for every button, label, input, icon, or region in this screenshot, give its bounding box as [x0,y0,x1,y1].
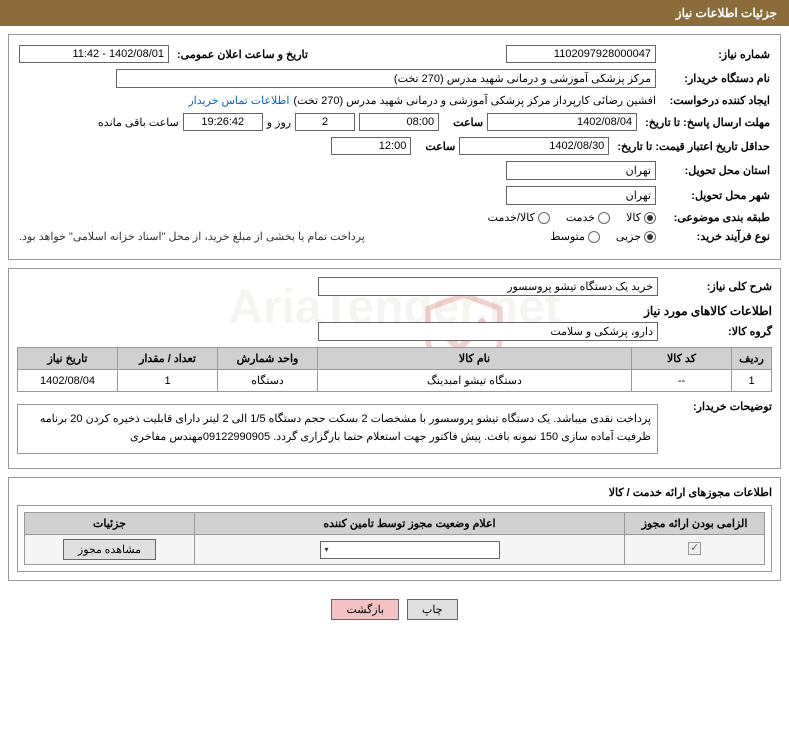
cell-code: -- [632,370,732,392]
days-remaining: 2 [295,113,355,131]
deadline-date: 1402/08/04 [487,113,637,131]
page-title: جزئیات اطلاعات نیاز [676,6,777,20]
footer-buttons: چاپ بازگشت [0,589,789,630]
radio-medium[interactable] [588,231,600,243]
radio-partial-label: جزیی [616,230,641,243]
announce-value: 1402/08/01 - 11:42 [19,45,169,63]
license-col-details: جزئیات [25,513,195,535]
buyer-desc-text: پرداخت نقدی میباشد. یک دستگاه تیشو پروسس… [17,404,658,454]
province-label: استان محل تحویل: [660,164,770,177]
table-row: 1 -- دستگاه تیشو امبدینگ دستگاه 1 1402/0… [18,370,772,392]
goods-group-value: دارو، پزشکی و سلامت [318,322,658,341]
radio-goods-label: کالا [626,211,641,224]
countdown-timer: 19:26:42 [183,113,263,131]
radio-partial[interactable] [644,231,656,243]
goods-group-label: گروه کالا: [662,325,772,338]
cell-date: 1402/08/04 [18,370,118,392]
category-label: طبقه بندی موضوعی: [660,211,770,224]
license-title: اطلاعات مجوزهای ارائه خدمت / کالا [17,486,772,499]
col-date: تاریخ نیاز [18,348,118,370]
buyer-org-label: نام دستگاه خریدار: [660,72,770,85]
radio-goods[interactable] [644,212,656,224]
goods-table: ردیف کد کالا نام کالا واحد شمارش تعداد /… [17,347,772,392]
cell-row: 1 [732,370,772,392]
validity-label: حداقل تاریخ اعتبار قیمت: تا تاریخ: [613,140,770,153]
main-info-panel: شماره نیاز: 1102097928000047 تاریخ و ساع… [8,34,781,260]
need-number-label: شماره نیاز: [660,48,770,61]
col-unit: واحد شمارش [218,348,318,370]
col-row: ردیف [732,348,772,370]
announce-label: تاریخ و ساعت اعلان عمومی: [173,48,308,61]
radio-service-label: خدمت [566,211,595,224]
deadline-label: مهلت ارسال پاسخ: تا تاریخ: [641,116,770,129]
need-description-panel: شرح کلی نیاز: خرید یک دستگاه تیشو پروسسو… [8,268,781,469]
validity-date: 1402/08/30 [459,137,609,155]
deadline-time-label: ساعت [443,116,483,129]
col-qty: تعداد / مقدار [118,348,218,370]
requester-label: ایجاد کننده درخواست: [660,94,770,107]
view-license-button[interactable]: مشاهده مجوز [63,539,156,560]
radio-medium-label: متوسط [550,230,585,243]
province-value: تهران [506,161,656,180]
col-code: کد کالا [632,348,732,370]
goods-info-title: اطلاعات کالاهای مورد نیاز [17,304,772,318]
license-col-required: الزامی بودن ارائه مجوز [625,513,765,535]
requester-value: افشین رضائی کارپرداز مرکز پزشکی آموزشی و… [293,94,656,107]
need-desc-value: خرید یک دستگاه تیشو پروسسور [318,277,658,296]
radio-both[interactable] [538,212,550,224]
process-radio-group: جزیی متوسط [550,230,656,243]
table-header-row: ردیف کد کالا نام کالا واحد شمارش تعداد /… [18,348,772,370]
buyer-org-value: مرکز پزشکی آموزشی و درمانی شهید مدرس (27… [116,69,656,88]
chevron-down-icon: ▾ [325,545,329,554]
col-name: نام کالا [318,348,632,370]
city-label: شهر محل تحویل: [660,189,770,202]
city-value: تهران [506,186,656,205]
cell-qty: 1 [118,370,218,392]
license-status-select[interactable]: ▾ [320,541,500,559]
page-title-bar: جزئیات اطلاعات نیاز [0,0,789,26]
cell-name: دستگاه تیشو امبدینگ [318,370,632,392]
back-button[interactable]: بازگشت [331,599,399,620]
days-text: روز و [267,116,291,129]
category-radio-group: کالا خدمت کالا/خدمت [488,211,656,224]
license-col-status: اعلام وضعیت مجوز توسط تامین کننده [195,513,625,535]
deadline-time: 08:00 [359,113,439,131]
license-required-checkbox[interactable] [688,542,701,555]
print-button[interactable]: چاپ [407,599,458,620]
radio-service[interactable] [598,212,610,224]
process-label: نوع فرآیند خرید: [660,230,770,243]
cell-unit: دستگاه [218,370,318,392]
validity-time: 12:00 [331,137,411,155]
payment-note: پرداخت تمام یا بخشی از مبلغ خرید، از محل… [19,230,365,243]
buyer-desc-label: توضیحات خریدار: [662,400,772,413]
remaining-text: ساعت باقی مانده [98,116,179,129]
need-number-value: 1102097928000047 [506,45,656,63]
license-row: ▾ مشاهده مجوز [25,535,765,565]
radio-both-label: کالا/خدمت [488,211,535,224]
buyer-contact-link[interactable]: اطلاعات تماس خریدار [188,94,289,107]
license-table: الزامی بودن ارائه مجوز اعلام وضعیت مجوز … [24,512,765,565]
validity-time-label: ساعت [415,140,455,153]
need-desc-label: شرح کلی نیاز: [662,280,772,293]
license-panel: اطلاعات مجوزهای ارائه خدمت / کالا الزامی… [8,477,781,581]
